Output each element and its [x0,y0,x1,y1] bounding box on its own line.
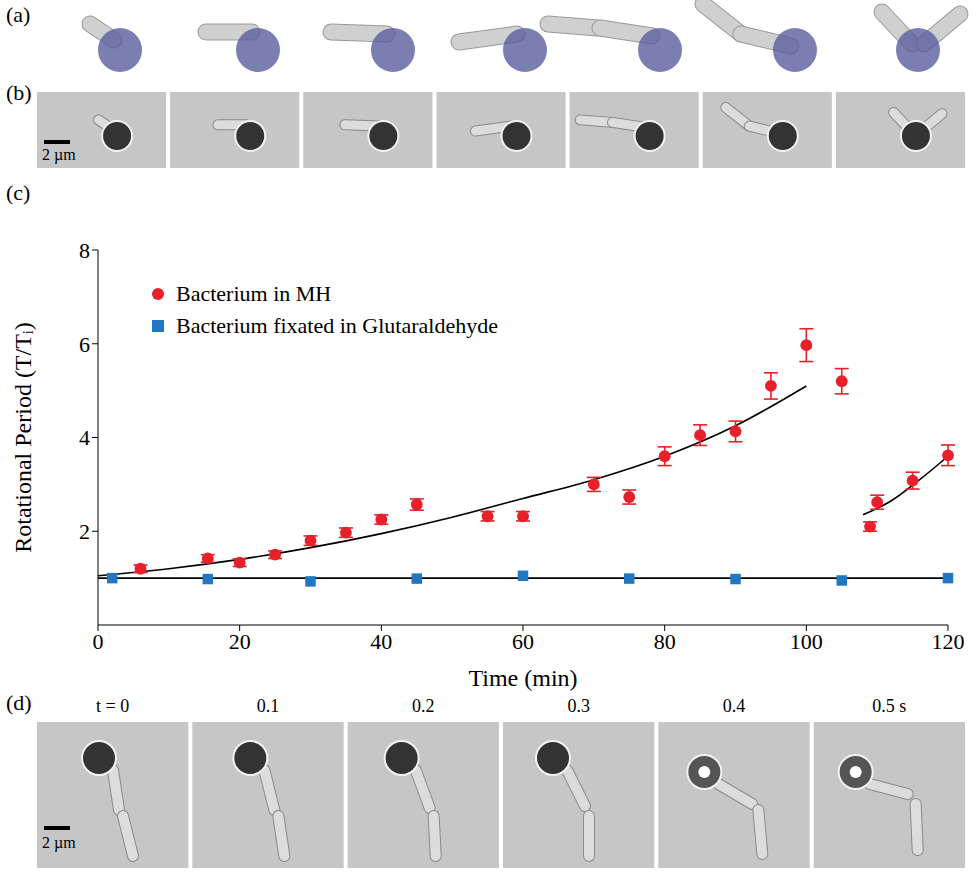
html-text:0.3: 0.3 [567,696,590,716]
html-text:t = 0: t = 0 [96,696,130,716]
html-text:0.2: 0.2 [412,696,435,716]
svg-text:2: 2 [79,519,90,544]
svg-text:4: 4 [79,425,90,450]
svg-text:80: 80 [654,629,676,654]
html-text:0.5 s: 0.5 s [872,696,907,716]
svg-text:120: 120 [932,629,965,654]
html-text:0.1: 0.1 [256,696,280,716]
svg-text:0: 0 [93,629,104,654]
html-text:Bacterium fixated in Glutarald: Bacterium fixated in Glutaraldehyde [176,313,498,338]
svg-text:8: 8 [79,238,90,263]
svg-text:Rotational Period (T/Tᵢ): Rotational Period (T/Tᵢ) [10,322,36,553]
svg-text:60: 60 [512,629,534,654]
html-text:2 µm: 2 µm [42,834,76,851]
svg-text:20: 20 [229,629,251,654]
html-text:(a): (a) [6,2,31,27]
svg-text:6: 6 [79,332,90,357]
html-text:Bacterium in MH: Bacterium in MH [176,281,332,306]
svg-text:40: 40 [370,629,392,654]
html-text:(c): (c) [6,180,31,205]
html-text:(b): (b) [6,80,32,105]
svg-text:Time (min): Time (min) [468,665,577,691]
svg-text:100: 100 [790,629,823,654]
html-text:2 µm: 2 µm [42,146,76,163]
html-text:(d): (d) [6,690,32,715]
html-text:0.4: 0.4 [722,696,746,716]
